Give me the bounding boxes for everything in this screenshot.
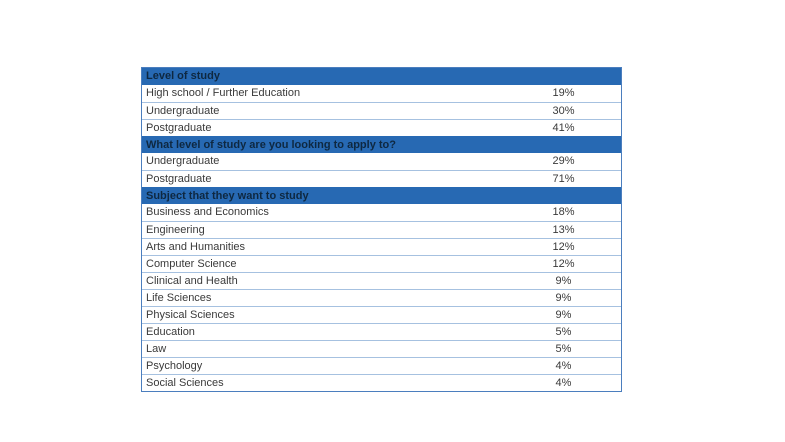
row-label: Undergraduate [146,104,220,117]
table-row: Clinical and Health 9% [142,272,621,289]
row-value: 4% [555,376,572,389]
row-label: Computer Science [146,257,237,270]
table-row: Undergraduate 30% [142,102,621,119]
survey-results-table: Level of study High school / Further Educ… [141,67,622,392]
row-label: Undergraduate [146,155,220,167]
table-row: Postgraduate 71% [142,170,621,187]
table-row: Psychology 4% [142,357,621,374]
row-label: Postgraduate [146,172,212,185]
row-label: Postgraduate [146,121,212,134]
row-label: Psychology [146,359,203,372]
section-header-row: What level of study are you looking to a… [142,136,621,153]
row-value: 41% [552,121,575,134]
table-row: Computer Science 12% [142,255,621,272]
row-label: High school / Further Education [146,87,301,99]
row-value: 5% [555,325,572,338]
section-header-label: Level of study [146,70,220,82]
row-value: 5% [555,342,572,355]
section-header-row: Subject that they want to study [142,187,621,204]
section-header-label: Subject that they want to study [146,189,309,202]
table-row: Social Sciences 4% [142,374,621,391]
row-label: Education [146,325,195,338]
row-label: Law [146,342,167,355]
table-row: Education 5% [142,323,621,340]
row-label: Arts and Humanities [146,240,246,253]
row-value: 9% [555,274,572,287]
table-row: Undergraduate 29% [142,153,621,170]
section-header-label: What level of study are you looking to a… [146,138,396,151]
row-value: 12% [552,257,575,270]
table-row: Engineering 13% [142,221,621,238]
table-row: Physical Sciences 9% [142,306,621,323]
row-label: Clinical and Health [146,274,238,287]
row-value: 9% [555,308,572,321]
row-label: Business and Economics [146,206,269,218]
table-row: Postgraduate 41% [142,119,621,136]
table-row: Arts and Humanities 12% [142,238,621,255]
table-row: High school / Further Education 19% [142,85,621,102]
row-value: 12% [552,240,575,253]
row-value: 29% [552,155,575,167]
table-row: Law 5% [142,340,621,357]
row-label: Social Sciences [146,376,224,389]
row-value: 18% [552,206,575,218]
row-label: Engineering [146,223,205,236]
row-value: 13% [552,223,575,236]
row-value: 9% [555,291,572,304]
row-value: 4% [555,359,572,372]
row-label: Life Sciences [146,291,212,304]
row-value: 19% [552,87,575,99]
row-value: 30% [552,104,575,117]
table-row: Business and Economics 18% [142,204,621,221]
row-value: 71% [552,172,575,185]
table-row: Life Sciences 9% [142,289,621,306]
row-label: Physical Sciences [146,308,235,321]
section-header-row: Level of study [142,68,621,85]
